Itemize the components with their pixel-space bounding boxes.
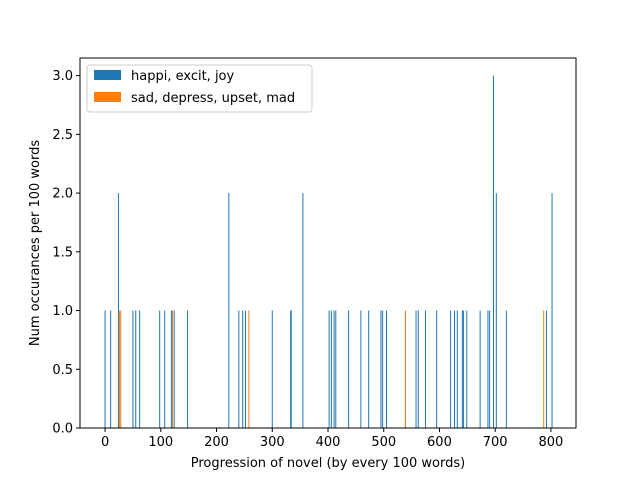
x-axis-label: Progression of novel (by every 100 words… [191, 456, 465, 471]
x-tick-label: 100 [148, 435, 173, 450]
bar-sad [119, 310, 121, 428]
bar-happy [382, 310, 384, 428]
bar-happy [242, 310, 244, 428]
legend-swatch-happy [94, 70, 121, 80]
legend: happi, excit, joy sad, depress, upset, m… [86, 64, 313, 113]
y-tick-label: 2.5 [52, 128, 73, 143]
bar-happy [545, 310, 547, 428]
bar-happy [461, 310, 463, 428]
bar-happy [450, 310, 452, 428]
bar-happy [417, 310, 419, 428]
bar-happy [238, 310, 240, 428]
bars-layer [104, 75, 553, 429]
y-axis-label: Num occurances per 100 words [28, 140, 43, 346]
bar-happy [462, 310, 464, 428]
bar-happy [493, 75, 495, 429]
x-tick-label: 700 [483, 435, 508, 450]
bar-happy [302, 193, 304, 428]
legend-label-sad: sad, depress, upset, mad [131, 91, 295, 106]
bar-happy [170, 310, 172, 428]
bar-happy [487, 310, 489, 428]
bar-happy [454, 310, 456, 428]
bar-happy [228, 193, 230, 428]
bar-sad [172, 310, 174, 428]
bar-happy [139, 310, 141, 428]
bar-sad [120, 310, 122, 428]
bar-happy [333, 310, 335, 428]
bar-sad [404, 310, 406, 428]
bar-happy [505, 310, 507, 428]
bar-happy [415, 310, 417, 428]
bar-happy [117, 193, 119, 428]
x-tick-label: 0 [101, 435, 109, 450]
bar-happy [456, 310, 458, 428]
legend-box [86, 64, 313, 113]
bar-happy [380, 310, 382, 428]
x-tick-label: 600 [427, 435, 452, 450]
bar-happy [386, 310, 388, 428]
bar-happy [245, 310, 247, 428]
y-tick-label: 1.5 [52, 245, 73, 260]
y-tick-label: 0.0 [52, 422, 73, 437]
bar-happy [368, 310, 370, 428]
x-tick-label: 300 [260, 435, 285, 450]
x-tick-label: 200 [204, 435, 229, 450]
bar-happy [271, 310, 273, 428]
y-tick-label: 2.0 [52, 187, 73, 202]
x-axis: 0 100 200 300 400 500 600 700 800 [101, 428, 563, 450]
y-tick-label: 1.0 [52, 304, 73, 319]
y-axis: 0.0 0.5 1.0 1.5 2.0 2.5 3.0 [52, 69, 80, 437]
bar-happy [360, 310, 362, 428]
x-tick-label: 400 [316, 435, 341, 450]
bar-happy [479, 310, 481, 428]
bar-happy [110, 310, 112, 428]
legend-swatch-sad [94, 92, 121, 102]
bar-happy [425, 310, 427, 428]
bar-happy [436, 310, 438, 428]
bar-happy [135, 310, 137, 428]
x-tick-label: 800 [539, 435, 564, 450]
bar-happy [348, 310, 350, 428]
bar-happy [551, 193, 553, 428]
bar-happy [104, 310, 106, 428]
x-tick-label: 500 [371, 435, 396, 450]
y-tick-label: 0.5 [52, 363, 73, 378]
bar-happy [290, 310, 292, 428]
bar-sad [248, 310, 250, 428]
bar-happy [495, 193, 497, 428]
bar-happy [173, 310, 175, 428]
bar-happy [489, 310, 491, 428]
y-tick-label: 3.0 [52, 69, 73, 84]
bar-happy [132, 310, 134, 428]
bar-happy [466, 310, 468, 428]
bar-happy [187, 310, 189, 428]
bar-happy [159, 310, 161, 428]
bar-happy [290, 310, 292, 428]
bar-sad [543, 310, 545, 428]
bar-happy [335, 310, 337, 428]
bar-happy [328, 310, 330, 428]
legend-label-happy: happi, excit, joy [131, 69, 235, 84]
bar-happy [330, 310, 332, 428]
bar-happy [164, 310, 166, 428]
